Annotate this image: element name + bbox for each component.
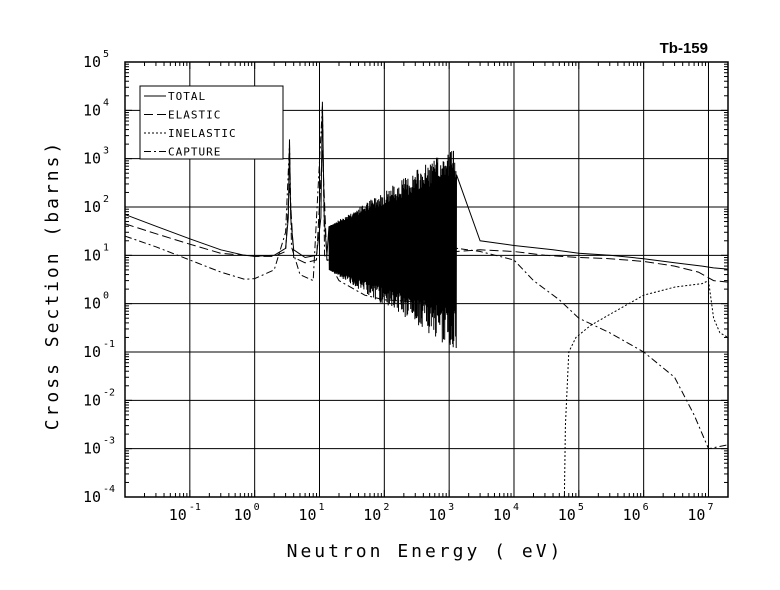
x-tick-exponent: 4: [513, 502, 519, 513]
y-tick-exponent: 1: [103, 242, 109, 253]
y-tick-exponent: 4: [103, 97, 109, 108]
legend-label-elastic: ELASTIC: [168, 109, 221, 122]
legend-label-inelastic: INELASTIC: [168, 127, 237, 140]
y-tick-label: 10: [83, 295, 101, 313]
x-tick-exponent: 0: [254, 502, 260, 513]
y-tick-exponent: -3: [103, 436, 115, 447]
y-tick-exponent: 3: [103, 146, 109, 157]
y-tick-label: 10: [83, 150, 101, 168]
x-tick-exponent: -1: [189, 502, 201, 513]
legend: TOTAL ELASTIC INELASTIC CAPTURE: [139, 85, 284, 160]
y-tick-exponent: -4: [103, 484, 115, 495]
legend-box: [139, 85, 284, 160]
x-tick-exponent: 1: [318, 502, 324, 513]
x-tick-label: 10: [169, 506, 187, 524]
y-tick-label: 10: [83, 391, 101, 409]
x-tick-label: 10: [558, 506, 576, 524]
x-tick-label: 10: [687, 506, 705, 524]
y-tick-label: 10: [83, 53, 101, 71]
y-tick-label: 10: [83, 343, 101, 361]
series-layer: [124, 101, 729, 498]
ticks: [124, 61, 729, 498]
series-total: [124, 101, 729, 349]
x-tick-label: 10: [428, 506, 446, 524]
legend-label-total: TOTAL: [168, 90, 206, 103]
x-tick-exponent: 6: [643, 502, 649, 513]
x-tick-label: 10: [298, 506, 316, 524]
y-tick-exponent: 5: [103, 49, 109, 60]
x-tick-exponent: 2: [383, 502, 389, 513]
y-tick-label: 10: [83, 198, 101, 216]
series-capture: [124, 106, 729, 450]
y-tick-exponent: 0: [103, 291, 109, 302]
plot-frame: [124, 61, 729, 498]
chart-title: Tb-159: [660, 40, 708, 57]
x-tick-label: 10: [623, 506, 641, 524]
y-axis-title: Cross Section (barns): [42, 140, 63, 431]
x-axis-title: Neutron Energy ( eV): [287, 541, 564, 562]
x-tick-exponent: 5: [578, 502, 584, 513]
x-tick-label: 10: [234, 506, 252, 524]
y-tick-label: 10: [83, 440, 101, 458]
legend-label-capture: CAPTURE: [168, 146, 221, 159]
series-inelastic: [563, 279, 729, 498]
x-tick-label: 10: [493, 506, 511, 524]
y-tick-label: 10: [83, 246, 101, 264]
y-tick-label: 10: [83, 101, 101, 119]
y-tick-exponent: -1: [103, 339, 115, 350]
y-tick-label: 10: [83, 488, 101, 506]
x-tick-exponent: 3: [448, 502, 454, 513]
y-tick-exponent: -2: [103, 387, 115, 398]
x-tick-label: 10: [363, 506, 381, 524]
y-tick-exponent: 2: [103, 194, 109, 205]
series-elastic: [124, 150, 729, 283]
x-tick-exponent: 7: [707, 502, 713, 513]
x-tick-labels: 10 -1 10 0 10 1 10 2 10 3 10 4 10 5 10 6 10 7: [169, 502, 714, 524]
